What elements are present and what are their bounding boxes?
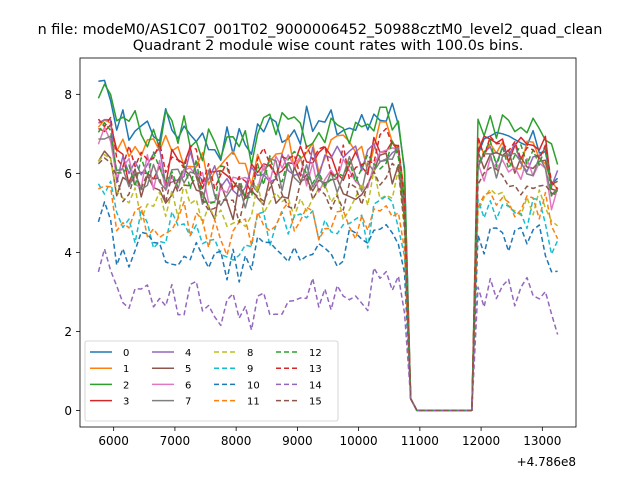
series-line-10 [97, 201, 558, 412]
legend-label: 13 [309, 364, 322, 375]
x-tick-label: 10000 [340, 434, 378, 448]
figure-suptitle: n file: modeM0/AS1C07_001T02_9000006452_… [38, 22, 603, 38]
legend-label: 8 [247, 348, 253, 359]
legend-label: 14 [309, 380, 322, 391]
series-line-2 [97, 83, 559, 412]
legend-label: 2 [123, 380, 129, 391]
legend-label: 6 [185, 380, 191, 391]
legend-label: 0 [123, 348, 129, 359]
legend-frame [84, 340, 339, 422]
legend-label: 9 [247, 364, 253, 375]
legend-label: 12 [309, 348, 322, 359]
series-line-8 [97, 153, 559, 412]
x-tick-label: 9000 [282, 434, 313, 448]
y-tick-label: 0 [64, 404, 72, 418]
series-lines [97, 79, 559, 412]
x-offset-label: +4.786e8 [517, 455, 576, 469]
series-line-13 [97, 116, 559, 412]
x-tick-label: 13000 [523, 434, 561, 448]
legend-label: 5 [185, 364, 191, 375]
y-tick-label: 2 [64, 325, 72, 339]
series-line-9 [97, 180, 559, 412]
plot-frame [79, 57, 577, 428]
x-tick-label: 6000 [98, 434, 129, 448]
legend-label: 11 [247, 397, 260, 408]
axes: 6000 7000 8000 9000 10000 11000 12000 13000 0 2 4 6… [64, 88, 561, 448]
legend-label: 4 [185, 348, 191, 359]
series-line-15 [97, 157, 558, 412]
x-tick-label: 8000 [221, 434, 252, 448]
legend-label: 10 [247, 380, 260, 391]
series-line-3 [98, 124, 558, 412]
legend-label: 3 [123, 397, 129, 408]
x-tick-label: 11000 [401, 434, 439, 448]
series-line-14 [97, 248, 559, 412]
y-tick-label: 4 [64, 246, 72, 260]
x-tick-label: 12000 [462, 434, 500, 448]
chart-title: Quadrant 2 module wise count rates with … [133, 38, 524, 54]
series-line-7 [98, 135, 559, 412]
series-line-12 [97, 121, 559, 412]
y-tick-label: 6 [64, 167, 72, 181]
y-tick-label: 8 [64, 88, 72, 102]
legend-label: 1 [123, 364, 129, 375]
legend-label: 15 [309, 397, 322, 408]
legend-label: 7 [185, 397, 191, 408]
x-tick-label: 7000 [160, 434, 191, 448]
series-line-11 [98, 185, 559, 412]
